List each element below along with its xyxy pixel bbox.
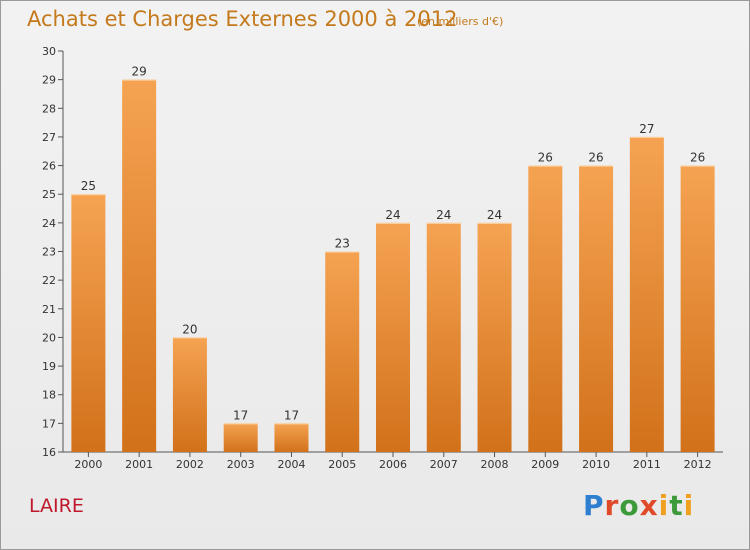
value-label: 24 bbox=[436, 208, 451, 222]
bars bbox=[71, 79, 715, 453]
value-label: 29 bbox=[132, 65, 147, 79]
bar-2007 bbox=[426, 222, 461, 452]
bar-2010 bbox=[579, 165, 614, 453]
bar-2006 bbox=[376, 222, 410, 452]
y-tick-label: 30 bbox=[42, 45, 56, 58]
labels: 25 2000 29 2001 20 2002 17 2003 17 2004 23 2005 24 20… bbox=[74, 65, 711, 471]
x-tick-label: 2008 bbox=[481, 458, 509, 471]
value-label: 25 bbox=[81, 179, 96, 193]
x-tick-label: 2006 bbox=[379, 458, 407, 471]
value-label: 26 bbox=[588, 151, 603, 165]
y-tick-label: 23 bbox=[42, 246, 56, 259]
bar-2003 bbox=[223, 423, 258, 452]
value-label: 17 bbox=[233, 408, 248, 422]
x-tick-label: 2011 bbox=[633, 458, 661, 471]
brand-logo: Proxiti bbox=[583, 489, 695, 522]
value-label: 27 bbox=[639, 122, 654, 136]
y-tick-label: 25 bbox=[42, 188, 56, 201]
y-tick-label: 19 bbox=[42, 360, 56, 373]
y-tick-label: 17 bbox=[42, 417, 56, 430]
x-tick-label: 2007 bbox=[430, 458, 458, 471]
chart-subtitle: (en milliers d'€) bbox=[417, 15, 504, 28]
value-label: 20 bbox=[182, 322, 197, 336]
y-tick-label: 26 bbox=[42, 160, 56, 173]
x-tick-label: 2000 bbox=[74, 458, 102, 471]
value-label: 24 bbox=[487, 208, 502, 222]
y-tick-label: 21 bbox=[42, 303, 56, 316]
x-tick-label: 2003 bbox=[227, 458, 255, 471]
bar-2012 bbox=[680, 165, 715, 453]
bar-2002 bbox=[172, 337, 207, 452]
y-tick-label: 16 bbox=[42, 446, 56, 459]
value-label: 23 bbox=[335, 237, 350, 251]
y-tick-label: 28 bbox=[42, 102, 56, 115]
y-tick-label: 22 bbox=[42, 274, 56, 287]
y-tick-label: 27 bbox=[42, 131, 56, 144]
chart-title: Achats et Charges Externes 2000 à 2012 bbox=[27, 7, 458, 31]
x-tick-label: 2002 bbox=[176, 458, 204, 471]
commune-name: LAIRE bbox=[29, 495, 84, 517]
axes: 16 17 18 19 20 21 22 23 24 25 26 27 28 29 30 bbox=[42, 45, 723, 459]
x-tick-label: 2005 bbox=[328, 458, 356, 471]
bar-2005 bbox=[325, 251, 360, 452]
bar-2011 bbox=[629, 136, 664, 452]
x-tick-label: 2012 bbox=[684, 458, 712, 471]
x-tick-label: 2001 bbox=[125, 458, 153, 471]
bar-2004 bbox=[274, 423, 309, 452]
value-label: 17 bbox=[284, 408, 299, 422]
bar-2000 bbox=[71, 194, 106, 452]
y-tick-label: 29 bbox=[42, 74, 56, 87]
value-label: 24 bbox=[385, 208, 400, 222]
bar-2009 bbox=[528, 165, 563, 453]
value-label: 26 bbox=[538, 151, 553, 165]
y-tick-label: 20 bbox=[42, 331, 56, 344]
x-tick-label: 2004 bbox=[277, 458, 305, 471]
value-label: 26 bbox=[690, 151, 705, 165]
x-tick-label: 2010 bbox=[582, 458, 610, 471]
bar-2001 bbox=[122, 79, 157, 453]
bar-2008 bbox=[477, 222, 512, 452]
x-tick-label: 2009 bbox=[531, 458, 559, 471]
y-tick-label: 18 bbox=[42, 389, 56, 402]
y-tick-label: 24 bbox=[42, 217, 56, 230]
